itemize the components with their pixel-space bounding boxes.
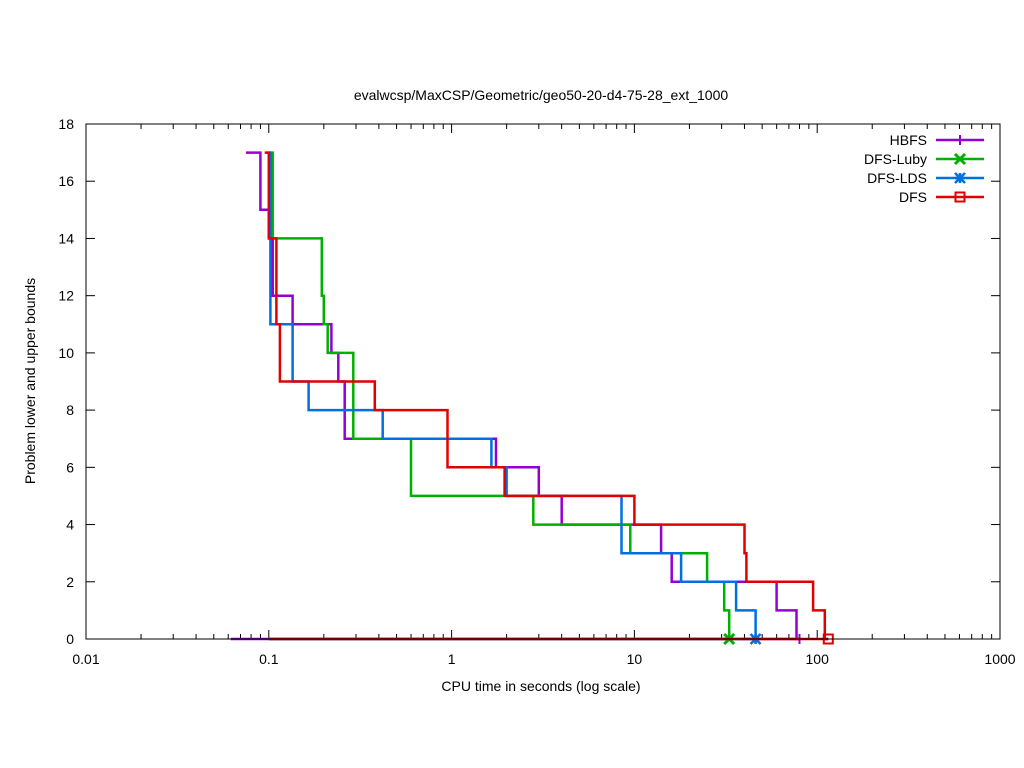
legend-marker xyxy=(954,172,966,184)
y-tick-label: 12 xyxy=(58,288,74,304)
legend-label: HBFS xyxy=(890,132,927,148)
legend-marker xyxy=(953,152,967,166)
legend-label: DFS xyxy=(899,189,927,205)
x-axis-label: CPU time in seconds (log scale) xyxy=(441,678,640,694)
y-tick-label: 2 xyxy=(66,574,74,590)
y-tick-label: 6 xyxy=(66,459,74,475)
y-axis-label: Problem lower and upper bounds xyxy=(22,278,38,484)
y-tick-label: 16 xyxy=(58,173,74,189)
x-tick-label: 1000 xyxy=(984,651,1015,667)
y-tick-label: 4 xyxy=(66,517,74,533)
x-tick-label: 100 xyxy=(806,651,830,667)
plot-frame xyxy=(85,123,1001,640)
legend-marker xyxy=(955,135,965,145)
series-dfs-upper-bound xyxy=(264,151,829,641)
y-tick-label: 8 xyxy=(66,402,74,418)
y-tick-label: 14 xyxy=(58,230,74,246)
chart-title: evalwcsp/MaxCSP/Geometric/geo50-20-d4-75… xyxy=(354,87,729,103)
legend: HBFS DFS-Luby DFS-LDS DFS xyxy=(864,132,984,205)
legend-label: DFS-LDS xyxy=(867,170,927,186)
y-tick-label: 10 xyxy=(58,345,74,361)
tick-labels: 0 2 4 6 8 10 12 14 16 18 0.01 0.1 1 10 100 1000 xyxy=(58,116,1015,667)
x-tick-label: 0.01 xyxy=(72,651,99,667)
y-tick-label: 0 xyxy=(66,631,74,647)
y-tick-label: 18 xyxy=(58,116,74,132)
legend-item-hbfs: HBFS xyxy=(890,132,984,148)
legend-item-dfs-lds: DFS-LDS xyxy=(867,170,984,186)
legend-marker xyxy=(954,191,966,203)
legend-label: DFS-Luby xyxy=(864,151,927,167)
x-tick-label: 1 xyxy=(448,651,456,667)
x-tick-label: 10 xyxy=(627,651,643,667)
legend-item-dfs: DFS xyxy=(899,189,984,205)
x-tick-label: 0.1 xyxy=(259,651,279,667)
legend-item-dfs-luby: DFS-Luby xyxy=(864,151,984,167)
